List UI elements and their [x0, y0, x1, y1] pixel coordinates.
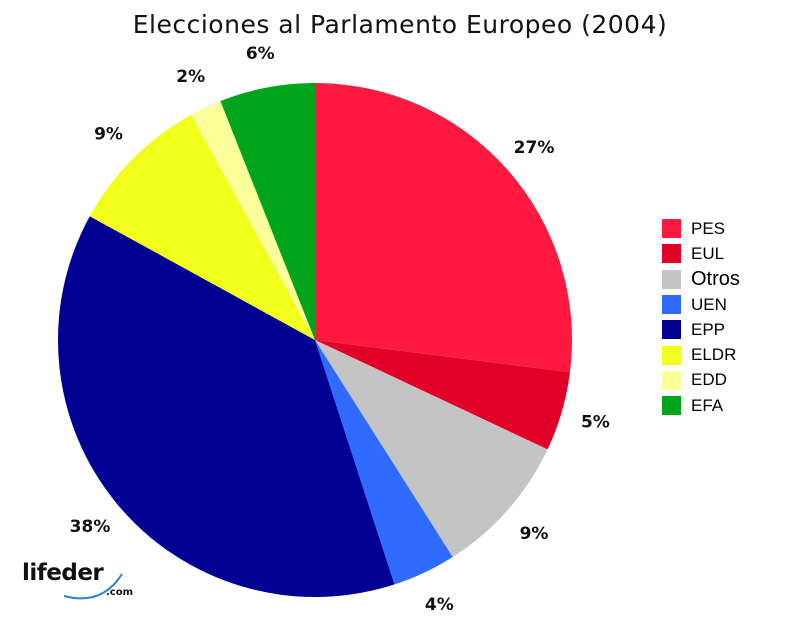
logo-swoosh-icon — [63, 573, 123, 600]
legend-swatch — [662, 320, 681, 340]
legend-swatch — [662, 244, 681, 264]
legend-item-eul: EUL — [662, 241, 740, 266]
pie-slice-otros — [315, 340, 548, 557]
legend-label: EFA — [691, 395, 724, 415]
legend-label: UEN — [691, 294, 727, 314]
pie-slice-uen — [315, 340, 453, 585]
legend: PES EUL Otros UEN EPP ELDR EDD EFA — [662, 216, 740, 418]
legend-item-eldr: ELDR — [662, 342, 740, 367]
data-label-epp: 38% — [70, 517, 111, 537]
lifeder-logo: lifeder .com — [22, 560, 133, 600]
legend-item-pes: PES — [662, 216, 740, 241]
data-label-edd: 2% — [176, 67, 205, 87]
legend-item-otros: Otros — [662, 267, 740, 292]
legend-item-efa: EFA — [662, 393, 740, 418]
data-label-eldr: 9% — [94, 125, 123, 145]
legend-swatch — [662, 345, 681, 365]
legend-label: Otros — [691, 267, 740, 290]
pie-slice-epp — [58, 216, 395, 597]
legend-label: EUL — [691, 243, 725, 263]
logo-suffix: .com — [106, 587, 134, 598]
legend-item-edd: EDD — [662, 368, 740, 393]
pie-slice-eul — [315, 340, 570, 450]
logo-text: lifeder — [22, 560, 104, 586]
legend-swatch — [662, 370, 681, 390]
data-label-eul: 5% — [581, 412, 610, 432]
legend-swatch — [662, 219, 681, 239]
chart-title: Elecciones al Parlamento Europeo (2004) — [132, 10, 668, 39]
legend-swatch — [662, 269, 681, 289]
pie-slice-eldr — [89, 114, 315, 340]
legend-swatch — [662, 295, 681, 315]
legend-swatch — [662, 396, 681, 416]
pie-slice-edd — [191, 101, 315, 340]
data-label-pes: 27% — [514, 138, 555, 158]
legend-item-uen: UEN — [662, 292, 740, 317]
legend-label: EPP — [691, 319, 726, 339]
data-label-uen: 4% — [425, 595, 454, 615]
data-label-otros: 9% — [520, 524, 549, 544]
pie-slice-pes — [315, 83, 572, 373]
legend-label: EDD — [691, 370, 727, 390]
legend-label: PES — [691, 218, 726, 238]
pie-slice-efa — [220, 83, 315, 340]
legend-label: ELDR — [691, 345, 737, 365]
data-label-efa: 6% — [246, 44, 275, 64]
legend-item-epp: EPP — [662, 317, 740, 342]
